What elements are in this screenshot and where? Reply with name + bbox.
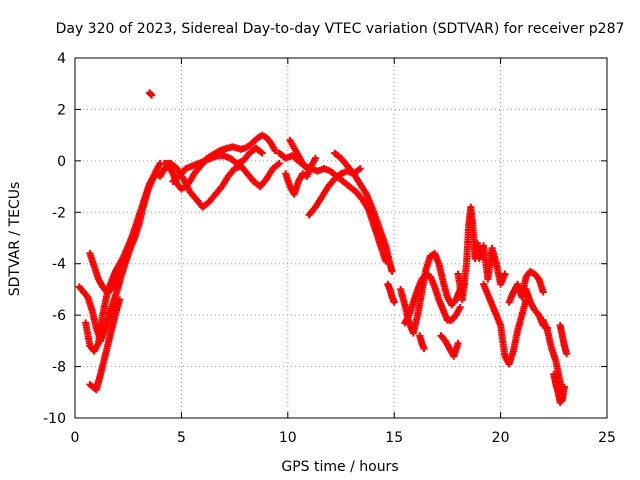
data-point — [454, 339, 462, 347]
data-point — [563, 350, 571, 358]
series-arc-g — [160, 159, 283, 211]
data-points — [75, 89, 571, 407]
x-tick-label: 10 — [279, 430, 297, 446]
series-arc-e — [145, 89, 156, 99]
data-point — [539, 288, 547, 296]
axis-ticks: 0 5 10 15 20 25 -10 -8 -6 -4 -2 0 2 4 — [43, 51, 616, 446]
data-point — [388, 267, 396, 275]
series-arc-q — [416, 332, 428, 353]
plot-frame — [74, 57, 608, 419]
x-tick-label: 25 — [598, 430, 616, 446]
series-arc-n — [384, 280, 398, 306]
data-point — [560, 383, 568, 391]
series-arc-c — [86, 249, 124, 296]
data-point — [258, 149, 266, 157]
series-arc-d — [86, 296, 124, 394]
data-point — [303, 165, 311, 173]
series-arc-x — [550, 370, 566, 407]
data-point — [420, 345, 428, 353]
y-tick-label: -6 — [52, 308, 66, 324]
series-arc-h — [169, 144, 266, 185]
x-tick-label: 20 — [492, 430, 510, 446]
grid — [75, 58, 607, 418]
y-tick-label: 2 — [57, 102, 66, 118]
series-arc-i — [275, 149, 390, 265]
x-axis-title: GPS time / hours — [281, 459, 398, 475]
x-tick-label: 0 — [71, 430, 80, 446]
y-axis-title: SDTVAR / TECUs — [7, 182, 23, 297]
y-tick-label: -2 — [52, 205, 66, 221]
y-tick-label: -4 — [52, 257, 66, 273]
data-point — [271, 147, 279, 155]
data-point — [147, 90, 155, 98]
series-arc-m — [331, 149, 396, 275]
series-arc-s — [454, 203, 509, 304]
series-arc-r — [437, 332, 462, 360]
series-arc-y — [556, 321, 571, 358]
x-tick-label: 15 — [385, 430, 403, 446]
data-point — [390, 298, 398, 306]
data-point — [501, 270, 509, 278]
x-tick-label: 5 — [177, 430, 186, 446]
series-arc-j — [282, 154, 319, 198]
data-point — [148, 91, 156, 99]
y-tick-label: -10 — [43, 411, 66, 427]
series-arc-u — [505, 267, 547, 306]
data-point — [456, 303, 464, 311]
data-point — [356, 165, 364, 173]
data-point — [116, 270, 124, 278]
y-tick-label: 0 — [57, 154, 66, 170]
y-tick-label: 4 — [57, 51, 66, 67]
y-tick-label: -8 — [52, 360, 66, 376]
data-point — [558, 393, 566, 401]
series-arc-t — [480, 280, 530, 368]
data-point — [311, 154, 319, 162]
data-point — [275, 159, 283, 167]
data-point — [116, 296, 124, 304]
series-arc-p — [401, 270, 464, 327]
series-arc-k — [286, 136, 311, 173]
chart-title: Day 320 of 2023, Sidereal Day-to-day VTE… — [56, 21, 625, 37]
